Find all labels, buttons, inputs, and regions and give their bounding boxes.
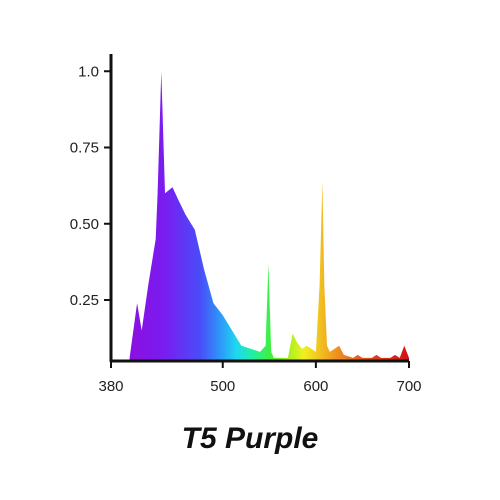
x-tick-label: 500 [210,378,235,395]
chart-title: T5 Purple [181,422,319,455]
y-tick-label: 1.0 [78,63,99,80]
x-tick-label: 380 [98,378,123,395]
spectrum-area-layer [129,71,409,362]
x-tick-label: 600 [303,378,328,395]
x-tick-label: 700 [396,378,421,395]
axis-ticks: 380 500 600 700 0.25 0.50 0.75 1.0 [70,63,422,395]
y-tick-label: 0.50 [70,216,99,233]
y-tick-label: 0.25 [70,292,99,309]
spectrum-area [129,71,409,362]
y-tick-label: 0.75 [70,140,99,157]
